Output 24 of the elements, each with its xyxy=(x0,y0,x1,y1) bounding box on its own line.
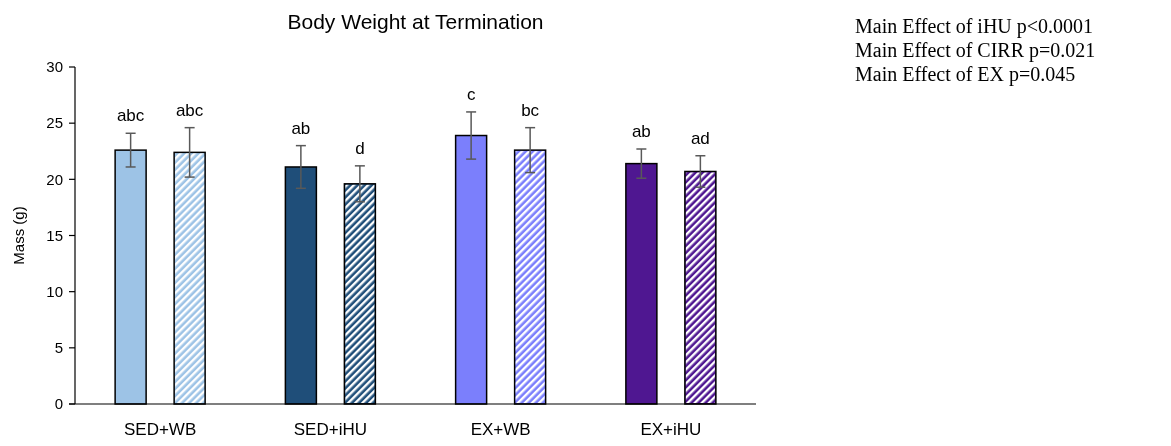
y-axis-title: Mass (g) xyxy=(10,206,27,265)
y-tick-label: 25 xyxy=(46,114,63,132)
text: Main Effect of iHU p<0.0001 xyxy=(855,15,1094,38)
y-tick-label: 5 xyxy=(54,339,63,357)
chart-title: Body Weight at Termination xyxy=(287,10,544,33)
data-label: c xyxy=(466,84,476,104)
y-tick-label: 30 xyxy=(46,58,63,76)
data-label: ab xyxy=(291,118,311,138)
x-tick-label: EX+WB xyxy=(470,420,531,439)
data-label: ad xyxy=(690,128,710,148)
y-tick-label: 10 xyxy=(46,282,63,300)
data-label: d xyxy=(355,138,365,158)
data-label: abc xyxy=(175,100,204,120)
y-tick-label: 15 xyxy=(46,226,63,244)
x-tick-label: SED+WB xyxy=(123,420,197,439)
text: Main Effect of CIRR p=0.021 xyxy=(855,39,1096,62)
data-label: ab xyxy=(631,122,651,141)
data-label: bc xyxy=(521,100,540,120)
x-tick-label: EX+iHU xyxy=(640,420,702,439)
data-label: abc xyxy=(116,106,145,126)
x-tick-label: SED+iHU xyxy=(293,420,367,439)
text: Main Effect of EX p=0.045 xyxy=(855,63,1076,86)
y-tick-label: 0 xyxy=(54,395,63,413)
y-tick-label: 20 xyxy=(46,170,63,188)
